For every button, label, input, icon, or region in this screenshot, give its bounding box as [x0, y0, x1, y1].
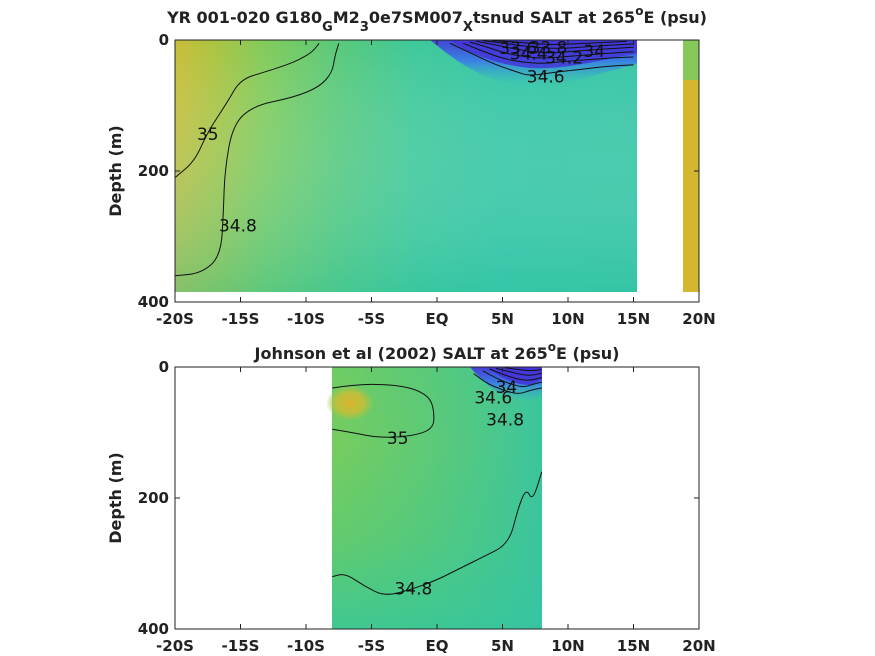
x-tick-label: 5N: [491, 310, 514, 328]
contour-label: 33.6: [499, 39, 537, 59]
contour-line-34: [495, 367, 542, 376]
title-superscript: o: [548, 340, 556, 354]
top-data-gap: [637, 40, 683, 302]
bottom-warm-spot: [326, 385, 374, 421]
contour-label: 34.6: [474, 388, 512, 408]
x-tick-label: 20N: [682, 637, 715, 655]
top-plot-area: 35 34.8 34.634.234.433.633.8 34: [175, 39, 699, 302]
y-tick-label: 400: [138, 620, 169, 638]
top-x-tick-labels: -20S -15S -10S -5S EQ 5N 10N 15N 20N: [156, 310, 716, 328]
title-subscript: G: [322, 20, 333, 35]
x-tick-label: -15S: [222, 310, 260, 328]
y-tick-label: 400: [138, 293, 169, 311]
contour-line-34-4: [463, 42, 634, 64]
contour-line-34-2: [489, 368, 542, 381]
contour-line-34-2: [469, 41, 634, 59]
top-contours: [175, 40, 634, 277]
x-tick-label: 5N: [491, 637, 514, 655]
x-tick-label: 20N: [682, 310, 715, 328]
contour-label: 34.4: [510, 44, 548, 64]
contour-line-34-4: [482, 370, 542, 387]
x-tick-label: -5S: [358, 310, 385, 328]
contour-label: 35: [197, 125, 219, 145]
top-contour-labels: 35 34.8 34.634.234.433.633.8 34: [197, 39, 605, 237]
x-tick-label: -5S: [358, 637, 385, 655]
contour-line-33-8: [482, 40, 634, 49]
x-tick-label: 10N: [551, 637, 584, 655]
contour-line-33-8: [505, 367, 542, 372]
contour-line-34-8: [332, 471, 543, 595]
contour-label: 34.8: [394, 580, 432, 600]
bottom-ticks: [174, 366, 700, 630]
top-y-tick-labels: 0 200 400: [138, 31, 169, 311]
bottom-contours: [332, 367, 543, 595]
contour-label: 34.2: [545, 48, 583, 68]
contour-label: 34.8: [486, 411, 524, 431]
top-y-axis-label: Depth (m): [106, 125, 125, 217]
bottom-plot-area: 35 34.8 34.6 34.8 34: [326, 367, 543, 629]
top-ticks: [174, 39, 700, 303]
x-tick-label: -15S: [222, 637, 260, 655]
y-tick-label: 0: [159, 31, 169, 49]
contour-line-34: [476, 40, 634, 54]
x-tick-label: EQ: [426, 637, 449, 655]
top-panel: YR 001-020 G180GM230e7SM007Xtsnud SALT a…: [106, 4, 716, 328]
contour-line-33-6: [491, 40, 628, 45]
contour-line-35: [332, 383, 435, 438]
contour-label: 35: [387, 429, 409, 449]
contour-label: 34.6: [527, 67, 565, 87]
title-subscript: X: [463, 20, 473, 35]
x-tick-label: -10S: [287, 310, 325, 328]
contour-line-34-8: [175, 43, 340, 277]
y-tick-label: 0: [159, 358, 169, 376]
x-tick-label: EQ: [426, 310, 449, 328]
top-panel-title: YR 001-020 G180GM230e7SM007Xtsnud SALT a…: [166, 4, 707, 35]
bottom-panel-title: Johnson et al (2002) SALT at 265oE (psu): [254, 340, 620, 363]
top-fresh-core: [450, 40, 645, 69]
contour-line-34-6: [473, 373, 542, 394]
x-tick-label: -20S: [156, 310, 194, 328]
bottom-y-tick-labels: 0 200 400: [138, 358, 169, 638]
top-field-right-strip: [683, 40, 699, 292]
contour-label: 34.8: [219, 217, 257, 237]
bottom-panel: Johnson et al (2002) SALT at 265oE (psu)…: [106, 340, 716, 655]
x-tick-label: -10S: [287, 637, 325, 655]
contour-line-35: [175, 42, 320, 178]
title-superscript: o: [635, 4, 643, 18]
bottom-contour-labels: 35 34.8 34.6 34.8 34: [387, 378, 524, 600]
x-tick-label: 15N: [617, 637, 650, 655]
y-tick-label: 200: [138, 162, 169, 180]
contour-label: 34: [583, 42, 605, 62]
x-tick-label: 10N: [551, 310, 584, 328]
contour-line-34-6: [449, 42, 634, 76]
bottom-y-axis-label: Depth (m): [106, 452, 125, 544]
contour-label: 34: [496, 378, 518, 398]
x-tick-label: -20S: [156, 637, 194, 655]
x-tick-label: 15N: [617, 310, 650, 328]
y-tick-label: 200: [138, 489, 169, 507]
title-subscript: 3: [360, 20, 369, 35]
top-field-right-strip-upper: [683, 40, 699, 80]
bottom-x-tick-labels: -20S -15S -10S -5S EQ 5N 10N 15N 20N: [156, 637, 716, 655]
contour-label: 33.8: [529, 39, 567, 59]
